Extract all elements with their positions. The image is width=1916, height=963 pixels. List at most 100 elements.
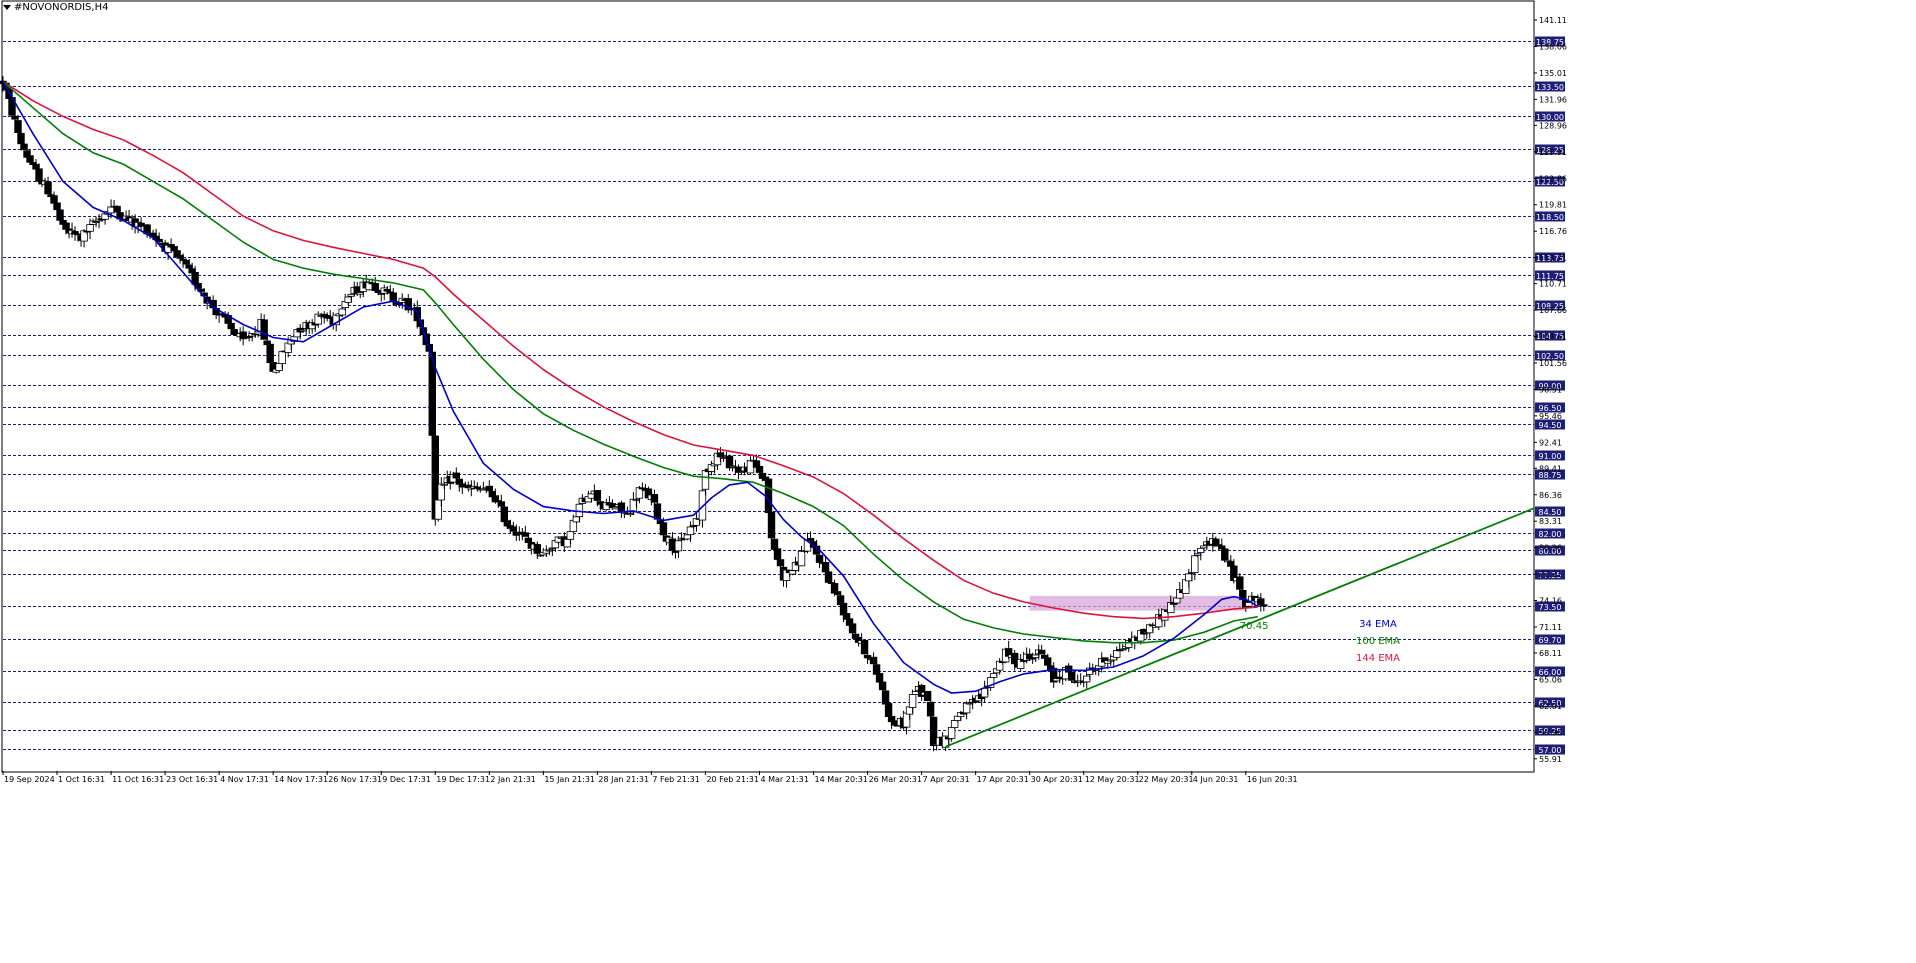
price-axis[interactable]: 138.75 133.50 130.00 126.25 122.50 118.50 113.… [1534, 16, 1567, 764]
candle-body [524, 537, 533, 543]
price-tick-label: 113.71 [1539, 254, 1567, 263]
candle-body [1182, 579, 1190, 594]
legend-ema100: 100 EMA [1356, 636, 1400, 647]
candle-body [53, 202, 61, 211]
level-tag-label: 96.50 [1539, 404, 1562, 413]
candle-body [1043, 657, 1052, 666]
candle-body [962, 702, 971, 714]
candle-body [980, 687, 989, 698]
price-tick-label: 55.91 [1539, 755, 1562, 764]
candle-body [905, 706, 914, 715]
level-tag-label: 126.25 [1536, 146, 1564, 155]
price-tick-label: 80.26 [1539, 544, 1562, 553]
time-tick-label: 15 Jan 21:31 [544, 775, 595, 784]
candle-body [35, 168, 43, 182]
time-tick-label: 19 Dec 17:31 [436, 775, 490, 784]
ema144-line [2, 81, 1258, 620]
candle-body [629, 498, 638, 513]
candle-body [338, 308, 346, 316]
time-tick-label: 4 Nov 17:31 [220, 775, 269, 784]
level-tag-box [1535, 111, 1565, 122]
candle-body [1221, 548, 1229, 561]
candle-body [56, 209, 64, 221]
price-tick-label: 125.91 [1539, 148, 1567, 157]
candle-body [950, 720, 959, 728]
level-tag-label: 138.75 [1536, 38, 1564, 47]
candle-body [689, 525, 698, 528]
candle-body [1064, 665, 1073, 673]
candle-body [497, 501, 506, 507]
time-tick-label: 16 Jun 20:31 [1247, 775, 1298, 784]
candle-body [521, 532, 530, 537]
price-tick-label: 65.06 [1539, 675, 1562, 684]
price-tick-label: 138.06 [1539, 42, 1567, 51]
time-tick-label: 7 Apr 20:31 [923, 775, 970, 784]
price-tick-label: 116.76 [1539, 227, 1567, 236]
level-tag-box [1535, 300, 1565, 311]
candle-body [92, 221, 100, 223]
candle-body [755, 465, 764, 473]
candle-body [11, 115, 19, 120]
candle-body [383, 289, 391, 292]
candle-body [1037, 649, 1046, 655]
level-tag-label: 94.50 [1539, 421, 1562, 430]
level-tag-label: 80.00 [1539, 547, 1562, 556]
candle-body [356, 292, 364, 295]
trendline-group[interactable]: 70.45 [945, 507, 1535, 748]
time-axis[interactable]: 19 Sep 2024 1 Oct 16:31 11 Oct 16:31 23 Oct… [2, 771, 1298, 784]
time-tick-label: 28 Jan 21:31 [598, 775, 649, 784]
candle-body [404, 298, 412, 311]
candle-body [653, 503, 662, 520]
level-tag-label: 99.00 [1539, 382, 1562, 391]
uptrend-line[interactable] [945, 507, 1535, 748]
time-tick-label: 14 Nov 17:31 [274, 775, 328, 784]
time-tick-label: 11 Oct 16:31 [112, 775, 164, 784]
level-tag-label: 59.25 [1539, 727, 1562, 736]
candle-body [632, 498, 641, 501]
candle-body [1119, 648, 1127, 651]
candle-body [284, 342, 292, 353]
candle-body [878, 681, 887, 691]
level-tag-box [1535, 666, 1565, 677]
candle-body [788, 570, 797, 575]
level-tag-label: 91.00 [1539, 452, 1562, 461]
candle-body [926, 701, 935, 717]
level-tag-box [1535, 380, 1565, 391]
candle-body [833, 591, 842, 595]
candle-body [806, 537, 815, 542]
level-tag-label: 102.50 [1536, 352, 1564, 361]
candle-body [884, 703, 893, 717]
candle-body [266, 343, 274, 364]
level-tag-box [1535, 176, 1565, 187]
candle-body [773, 548, 782, 560]
candle-body [275, 363, 283, 371]
candle-body [245, 335, 253, 338]
candle-body [182, 259, 190, 265]
candle-body [1185, 573, 1193, 582]
level-tag-box [1535, 144, 1565, 155]
price-tick-label: 71.11 [1539, 623, 1562, 632]
level-tag-label: 108.25 [1536, 302, 1564, 311]
candle-body [1260, 604, 1268, 607]
candle-body [563, 538, 572, 548]
candle-body [815, 554, 824, 563]
level-tag-box [1535, 601, 1565, 612]
candle-body [716, 452, 725, 458]
candle-body [347, 293, 355, 297]
candle-body [62, 222, 70, 230]
level-tag-box [1535, 402, 1565, 413]
candle-body [545, 549, 554, 552]
candle-body [989, 673, 998, 678]
candle-body [299, 329, 307, 332]
level-tag-label: 66.00 [1539, 668, 1562, 677]
candle-body [86, 224, 94, 232]
horizontal-level-lines [1, 0, 1535, 773]
level-tag-box [1535, 36, 1565, 47]
candle-body [797, 550, 806, 567]
candle-body [860, 639, 869, 655]
price-tick-label: 95.46 [1539, 412, 1562, 421]
price-tick-label: 98.51 [1539, 385, 1562, 394]
dropdown-triangle-icon[interactable] [3, 5, 11, 10]
time-tick-label: 30 Apr 20:31 [1031, 775, 1083, 784]
